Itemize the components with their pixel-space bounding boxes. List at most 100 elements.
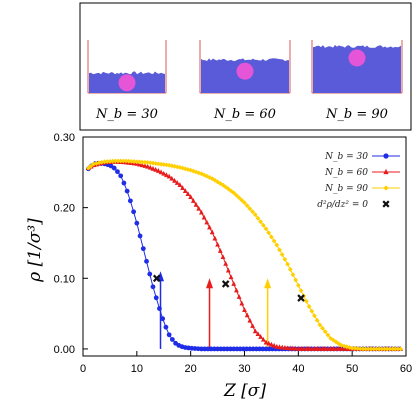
- inflection-points: [152, 274, 305, 302]
- data-point: [134, 220, 140, 226]
- data-point: [317, 322, 323, 328]
- data-point: [158, 169, 164, 175]
- data-point: [228, 188, 234, 194]
- data-point: [239, 300, 245, 306]
- cross-stroke: [297, 294, 305, 302]
- data-point: [250, 323, 255, 328]
- data-point: [371, 346, 377, 352]
- data-point: [269, 341, 274, 347]
- data-point: [392, 346, 398, 352]
- data-point: [228, 274, 234, 280]
- data-point: [217, 181, 223, 186]
- data-point: [322, 329, 328, 335]
- data-point: [147, 164, 153, 170]
- data-point: [231, 281, 237, 286]
- data-point: [147, 160, 153, 166]
- x-tick-label: 40: [292, 363, 304, 375]
- data-point: [166, 173, 172, 179]
- snapshot: N_b = 90: [311, 40, 403, 122]
- data-point: [127, 198, 133, 204]
- data-point: [118, 173, 124, 179]
- cross-stroke: [382, 200, 390, 208]
- data-point: [341, 343, 347, 349]
- cross-stroke: [152, 274, 161, 283]
- data-point: [118, 158, 124, 164]
- data-point: [110, 158, 116, 164]
- data-point: [150, 160, 156, 166]
- legend-label: N_b = 60: [324, 168, 368, 178]
- data-point: [234, 192, 239, 198]
- polymer-surface: [313, 44, 401, 50]
- data-point: [279, 252, 285, 258]
- data-point: [157, 306, 162, 311]
- data-point: [182, 188, 188, 193]
- data-point: [290, 272, 296, 278]
- data-point: [236, 195, 242, 201]
- data-point: [131, 159, 137, 164]
- data-point: [190, 168, 196, 174]
- series-3: [85, 158, 404, 352]
- data-point: [252, 212, 258, 218]
- data-point: [169, 163, 175, 169]
- data-point: [287, 267, 293, 272]
- snapshot-label: N_b = 60: [213, 107, 276, 122]
- data-point: [225, 267, 231, 273]
- data-point: [215, 179, 220, 185]
- data-point: [209, 176, 215, 182]
- data-point: [382, 200, 390, 208]
- data-point: [142, 159, 148, 165]
- data-point: [190, 198, 196, 203]
- data-point: [255, 215, 261, 221]
- data-point: [153, 166, 159, 172]
- data-point: [207, 175, 212, 180]
- x-tick-label: 20: [185, 363, 197, 375]
- data-point: [295, 282, 301, 288]
- data-point: [395, 346, 401, 352]
- series-group: [85, 158, 404, 352]
- data-point: [180, 185, 185, 190]
- data-point: [124, 188, 130, 194]
- data-point: [357, 346, 363, 352]
- snapshot-label: N_b = 90: [325, 107, 388, 122]
- data-point: [145, 163, 150, 169]
- legend: N_b = 30 N_b = 60 N_b = 90 d²ρ/dz² = 0: [317, 152, 400, 210]
- data-point: [147, 271, 153, 277]
- data-point: [199, 209, 204, 215]
- data-point: [153, 295, 159, 301]
- x-tick-label: 0: [80, 363, 86, 375]
- data-point: [155, 161, 161, 167]
- data-point: [145, 160, 150, 165]
- nanoparticle: [236, 62, 254, 80]
- arrow-head: [206, 278, 214, 289]
- legend-item: N_b = 60: [324, 168, 400, 178]
- arrow-head: [157, 271, 165, 282]
- data-point: [155, 168, 161, 173]
- legend-item: N_b = 90: [324, 184, 400, 194]
- data-point: [169, 175, 175, 181]
- polymer-surface: [89, 71, 165, 77]
- data-point: [207, 224, 212, 230]
- data-point: [99, 159, 105, 165]
- cross-stroke: [221, 280, 230, 288]
- data-point: [123, 158, 129, 164]
- arrows: [157, 271, 272, 349]
- data-point: [137, 159, 142, 165]
- data-point: [180, 165, 185, 171]
- data-point: [169, 337, 175, 342]
- data-point: [260, 222, 266, 228]
- data-point: [137, 233, 143, 239]
- data-point: [250, 209, 255, 215]
- data-point: [177, 164, 183, 170]
- data-point: [239, 197, 245, 203]
- data-point: [376, 346, 382, 352]
- data-point: [115, 169, 120, 175]
- data-point: [201, 172, 207, 178]
- data-point: [312, 313, 317, 319]
- data-point: [140, 246, 146, 252]
- data-point: [236, 294, 242, 299]
- data-point: [258, 219, 264, 225]
- data-point: [85, 165, 91, 171]
- data-point: [223, 184, 229, 190]
- data-point: [252, 328, 258, 334]
